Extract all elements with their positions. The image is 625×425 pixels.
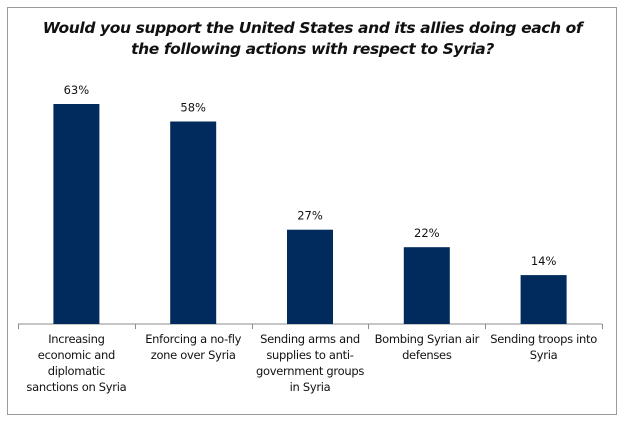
data-label: 27%: [297, 209, 323, 223]
chart-frame: [7, 7, 617, 415]
bar: [287, 229, 333, 324]
chart-title: Would you support the United States and …: [42, 19, 583, 58]
category-label: Bombing Syrian air defenses: [374, 332, 480, 362]
category-label: Increasing economic and diplomatic sanct…: [26, 332, 127, 394]
bar: [170, 121, 217, 324]
category-label: Sending arms and supplies to anti-govern…: [255, 332, 365, 394]
data-label: 14%: [531, 254, 557, 268]
bar: [53, 104, 100, 324]
data-label: 58%: [180, 101, 206, 115]
category-label: Sending troops into Syria: [490, 332, 597, 362]
bar: [403, 247, 450, 324]
bar: [520, 275, 567, 324]
category-label: Enforcing a no-fly zone over Syria: [145, 332, 242, 362]
data-label: 22%: [414, 226, 440, 240]
data-label: 63%: [64, 83, 90, 97]
